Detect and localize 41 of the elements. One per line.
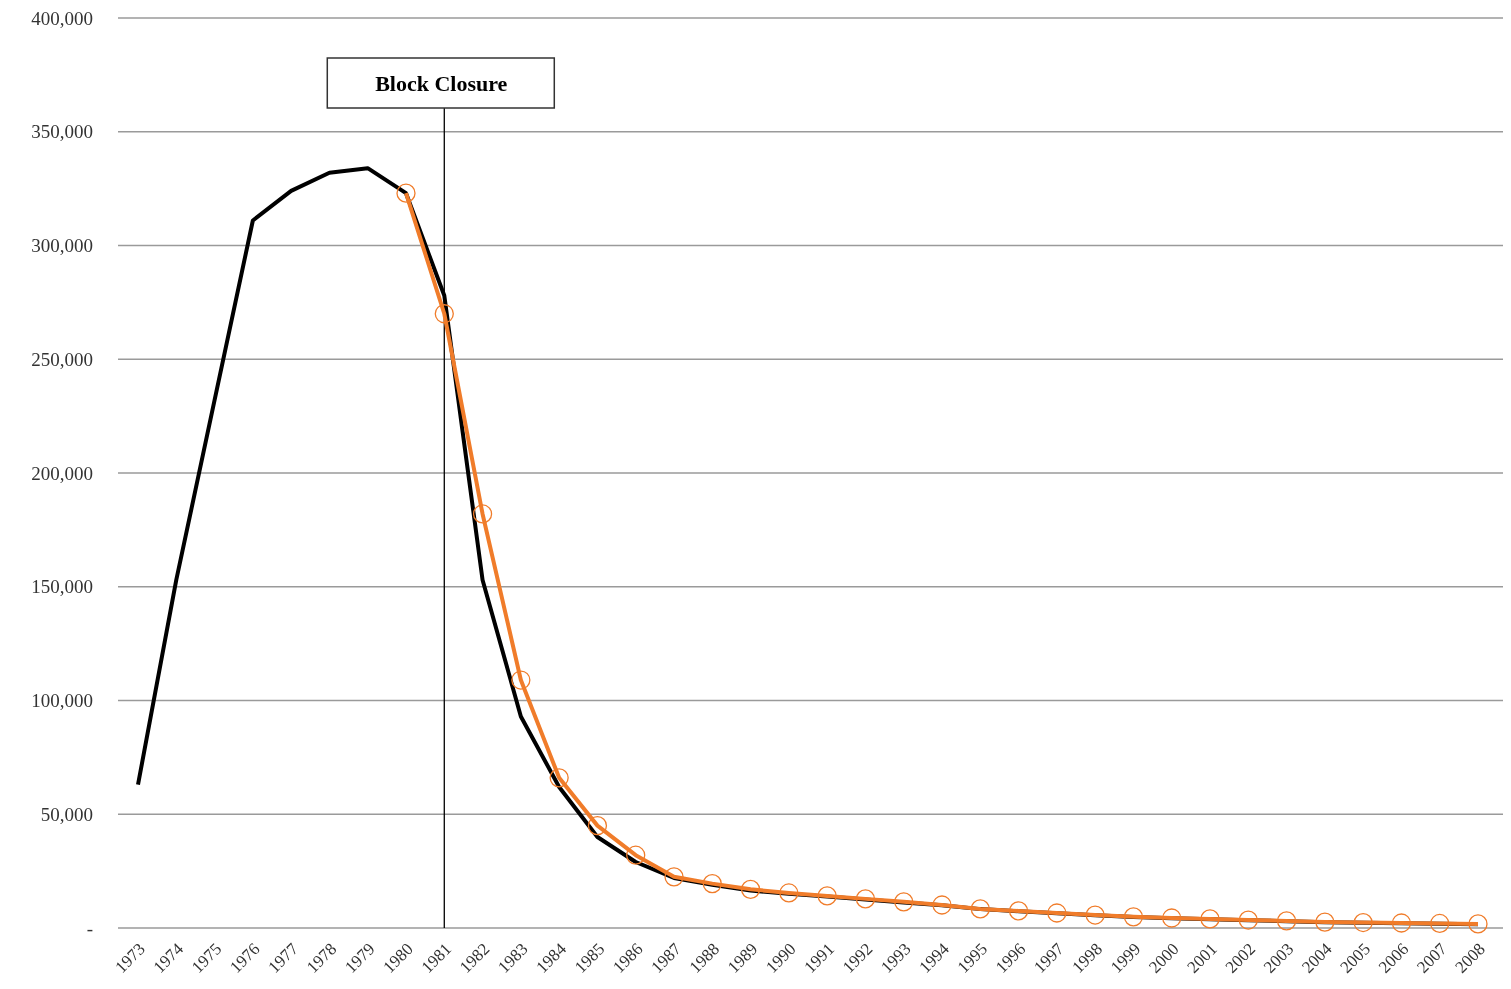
y-tick-label: 350,000: [31, 121, 93, 143]
point: [664, 867, 684, 887]
point: [894, 892, 914, 912]
y-tick-label: 100,000: [31, 690, 93, 712]
point: [1162, 908, 1182, 928]
point: [1391, 913, 1412, 933]
x-tick-label: 1981: [417, 939, 456, 977]
point: [1085, 905, 1105, 925]
point: [740, 879, 761, 899]
point: [1315, 912, 1335, 932]
point: [511, 670, 531, 690]
point: [1238, 910, 1258, 930]
point: [817, 886, 837, 906]
y-tick-label: -: [86, 917, 93, 939]
point: [855, 889, 876, 909]
point: [970, 899, 990, 919]
x-tick-label: 1991: [800, 939, 838, 977]
y-tick-label: 150,000: [31, 576, 93, 598]
y-tick-label: 50,000: [40, 803, 93, 825]
y-tick-label: 250,000: [31, 348, 93, 370]
ref-line-label: Block Closure: [375, 70, 508, 96]
point: [472, 504, 493, 524]
point: [702, 873, 722, 894]
y-tick-label: 300,000: [31, 235, 93, 257]
point: [587, 815, 608, 836]
point: [1047, 903, 1067, 923]
point: [1430, 913, 1450, 934]
point: [626, 845, 646, 865]
y-tick-label: 200,000: [31, 462, 93, 484]
point: [779, 883, 799, 903]
point: [1353, 912, 1373, 933]
point: [1008, 901, 1029, 921]
point: [1276, 911, 1297, 931]
point: [1123, 907, 1144, 927]
point: [932, 895, 952, 915]
point: [1468, 914, 1488, 934]
point: [1200, 909, 1220, 929]
point: [549, 768, 569, 788]
point: [396, 183, 416, 203]
y-tick-label: 400,000: [31, 7, 93, 29]
point: [434, 304, 454, 324]
